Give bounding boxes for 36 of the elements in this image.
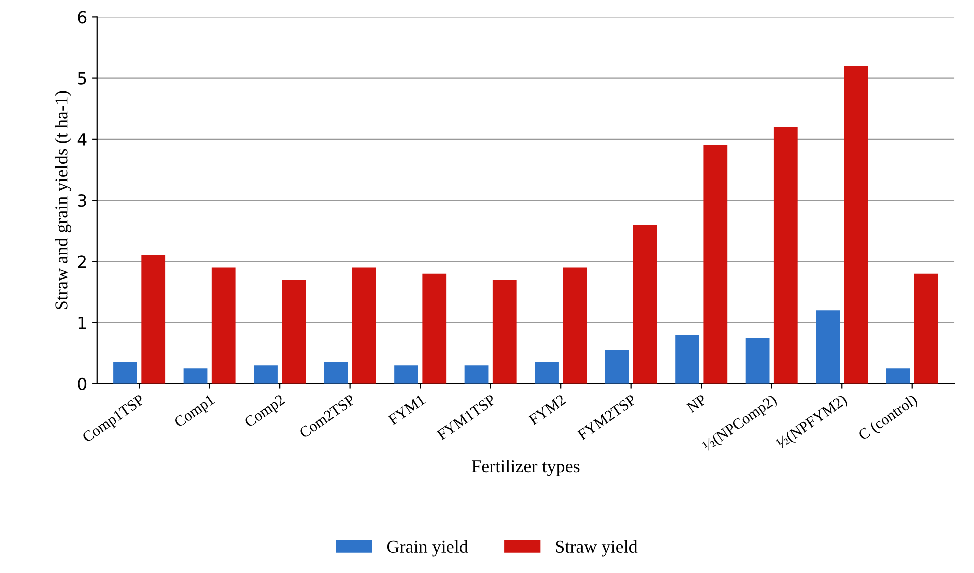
y-tick-label: 4: [78, 134, 87, 146]
bar: [746, 338, 770, 384]
bar: [914, 274, 938, 384]
x-axis-title: Fertilizer types: [472, 460, 580, 476]
bar: [676, 335, 700, 384]
bar: [282, 280, 306, 384]
bar: [886, 368, 910, 384]
y-tick-label: 6: [78, 11, 87, 24]
bar: [844, 66, 868, 384]
bar: [142, 256, 166, 384]
y-tick-label: 5: [78, 72, 86, 85]
bar: [394, 366, 418, 384]
bar: [535, 362, 559, 384]
y-axis-title: Straw and grain yields (t ha-1): [55, 91, 72, 310]
bar: [492, 280, 517, 384]
y-tick-label: 0: [78, 378, 87, 390]
bar: [774, 127, 798, 384]
bar: [254, 366, 278, 384]
legend-label: Grain yield: [387, 540, 468, 557]
legend-label: Straw yield: [556, 540, 638, 557]
y-tick-label: 2: [78, 256, 86, 268]
bar: [422, 274, 447, 384]
bar: [352, 268, 376, 384]
bar: [605, 350, 630, 384]
bar: [563, 268, 588, 384]
bar: [324, 362, 348, 384]
y-tick-label: 3: [78, 194, 86, 208]
bar: [816, 310, 840, 384]
bar: [184, 368, 208, 384]
bar: [212, 268, 236, 384]
x-tick-label: NP: [686, 394, 708, 414]
bar: [464, 366, 489, 384]
bar: [704, 146, 728, 384]
bar: [633, 225, 658, 384]
bar: [114, 362, 138, 384]
y-tick-label: 1: [78, 316, 86, 330]
